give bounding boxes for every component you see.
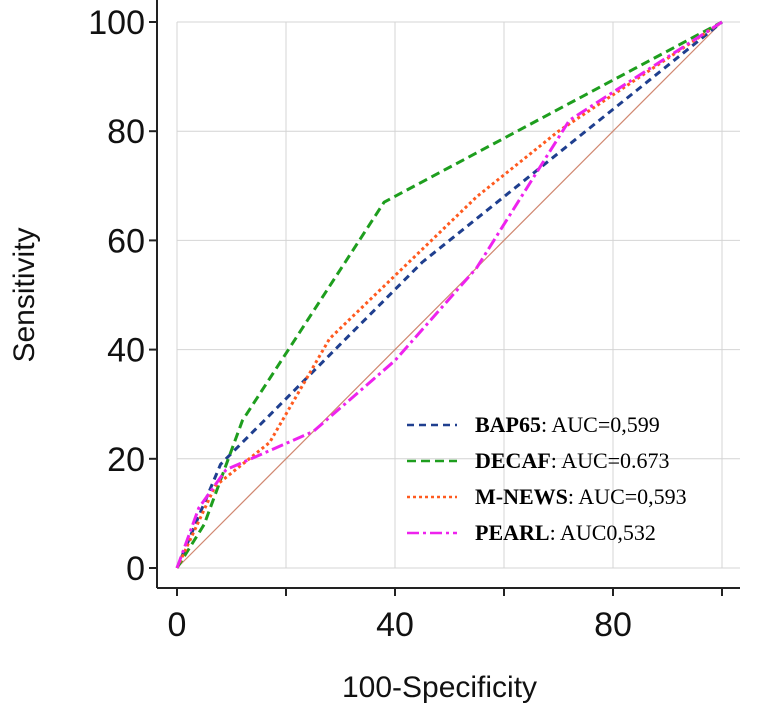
legend-auc-value: : AUC0,532 xyxy=(550,520,656,545)
y-tick-labels: 0 20 40 60 80 100 xyxy=(88,4,157,588)
series-lines xyxy=(175,20,723,569)
axes xyxy=(156,0,740,589)
legend-series-name: DECAF xyxy=(475,448,551,473)
x-tick-label: 40 xyxy=(376,606,414,644)
y-axis-title: Sensitivity xyxy=(8,227,41,362)
y-tick-label: 40 xyxy=(107,332,145,370)
legend-entry-decaf: DECAF: AUC=0.673 xyxy=(475,448,670,473)
legend-series-name: M-NEWS xyxy=(475,484,568,509)
y-tick-label: 20 xyxy=(107,441,145,479)
series-line-m-news xyxy=(175,20,723,569)
x-tick-label: 0 xyxy=(168,606,187,644)
legend-entry-bap65: BAP65: AUC=0,599 xyxy=(475,412,660,437)
x-tick-labels: 0 40 80 xyxy=(168,588,723,644)
legend-entry-pearl: PEARL: AUC0,532 xyxy=(475,520,656,545)
legend-auc-value: : AUC=0.673 xyxy=(551,448,670,473)
series-line-pearl xyxy=(175,20,723,569)
legend-series-name: BAP65 xyxy=(475,412,541,437)
y-tick-label: 100 xyxy=(88,4,145,42)
reference-diagonal-line xyxy=(176,21,723,569)
grid-lines xyxy=(176,21,740,569)
legend-entry-m-news: M-NEWS: AUC=0,593 xyxy=(475,484,687,509)
legend-series-name: PEARL xyxy=(475,520,550,545)
x-axis-title: 100-Specificity xyxy=(342,671,537,704)
series-line-decaf xyxy=(175,20,723,569)
y-tick-label: 60 xyxy=(107,222,145,260)
y-tick-label: 0 xyxy=(126,550,145,588)
y-tick-label: 80 xyxy=(107,113,145,151)
legend-auc-value: : AUC=0,599 xyxy=(541,412,660,437)
legend-auc-value: : AUC=0,593 xyxy=(568,484,687,509)
x-tick-label: 80 xyxy=(594,606,632,644)
